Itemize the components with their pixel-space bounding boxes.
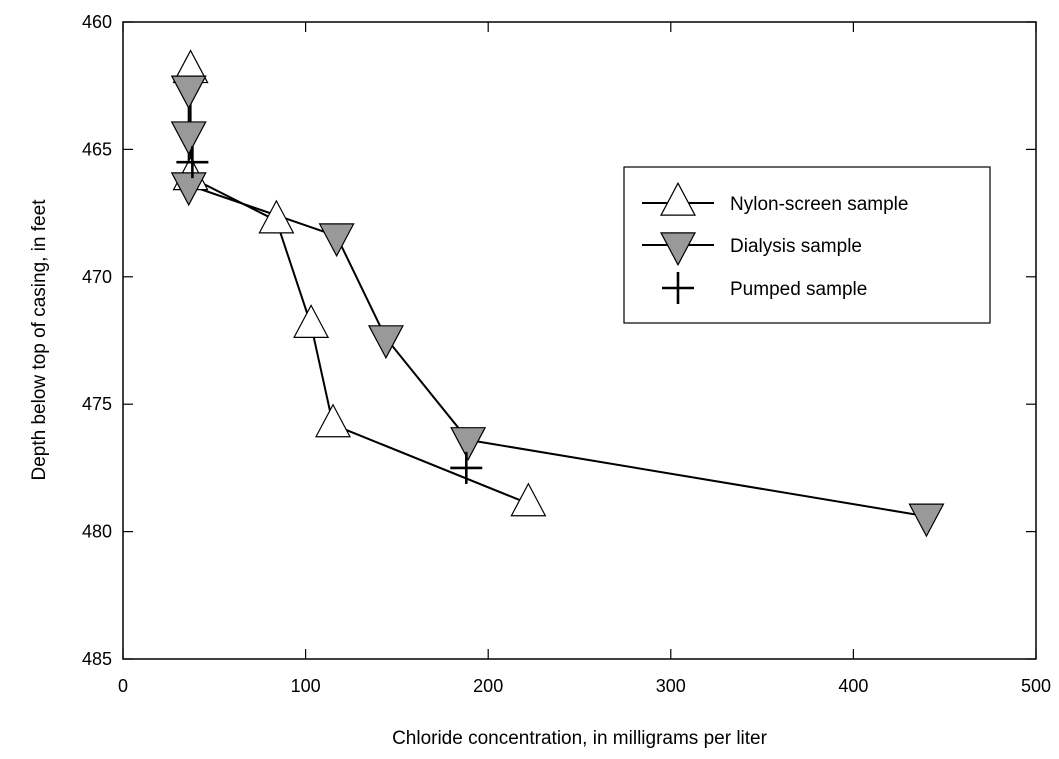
legend-marker-triangle-down [660, 232, 696, 267]
x-tick-label: 400 [838, 676, 868, 696]
legend-label: Dialysis sample [730, 236, 862, 257]
legend: Nylon-screen sample Dialysis sample Pumped… [623, 166, 991, 324]
data-point-triangle-up [314, 403, 351, 438]
data-point-triangle-down [367, 325, 404, 360]
data-series [170, 49, 945, 538]
y-tick-label: 480 [82, 522, 112, 542]
data-point-triangle-down [170, 75, 207, 110]
data-point-triangle-down [170, 121, 207, 156]
x-axis-title: Chloride concentration, in milligrams pe… [392, 728, 768, 749]
data-point-plus [450, 451, 483, 484]
y-tick-label: 460 [82, 12, 112, 32]
data-point-triangle-up [293, 304, 330, 338]
y-tick-label: 475 [82, 394, 112, 414]
data-point-triangle-down [450, 427, 487, 461]
legend-marker-triangle-up [660, 181, 696, 216]
legend-label: Pumped sample [730, 279, 867, 300]
x-tick-label: 300 [656, 676, 686, 696]
legend-label: Nylon-screen sample [730, 194, 908, 215]
data-point-triangle-up [510, 482, 547, 517]
x-tick-label: 100 [291, 676, 321, 696]
data-point-plus [176, 146, 209, 179]
x-tick-label: 500 [1021, 676, 1051, 696]
data-point-triangle-down [908, 503, 945, 538]
y-axis-title: Depth below top of casing, in feet [29, 199, 50, 481]
y-tick-label: 470 [82, 267, 112, 287]
plot-frame [122, 21, 1037, 660]
data-point-triangle-up [258, 199, 295, 234]
axis-ticks: 0 100 200 300 400 500 460 465 470 475 480 485 [82, 12, 1051, 696]
y-tick-label: 485 [82, 649, 112, 669]
y-tick-label: 465 [82, 139, 112, 159]
legend-marker-plus [662, 272, 694, 304]
x-tick-label: 200 [473, 676, 503, 696]
data-point-triangle-down [170, 172, 207, 207]
x-tick-label: 0 [118, 676, 128, 696]
data-point-triangle-down [318, 223, 355, 258]
